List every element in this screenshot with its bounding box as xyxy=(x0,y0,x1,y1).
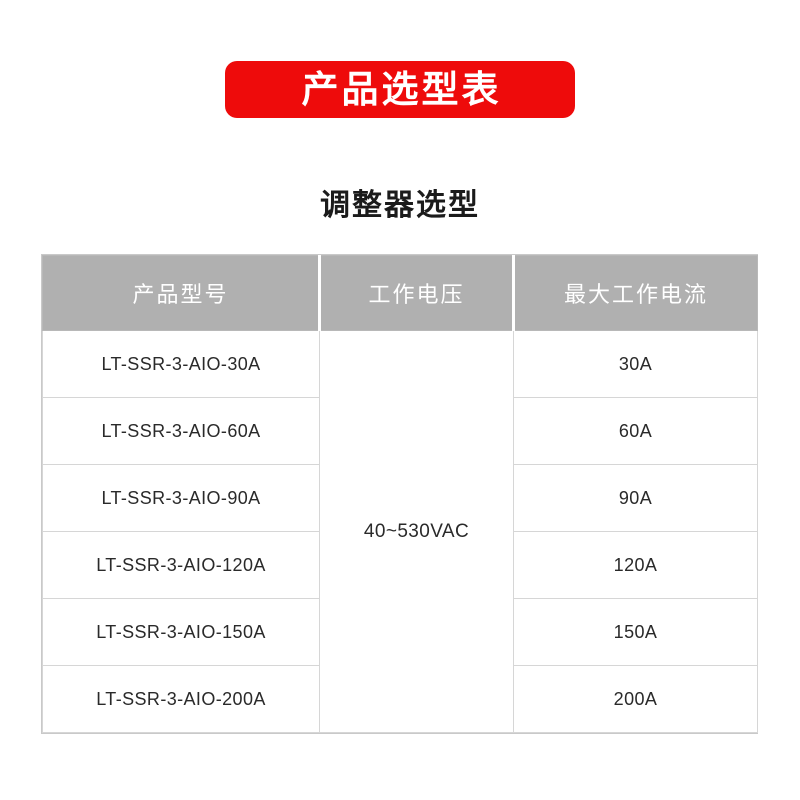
cell-current: 60A xyxy=(513,397,758,465)
table-row: LT-SSR-3-AIO-150A 150A xyxy=(42,598,758,666)
page-title-banner: 产品选型表 xyxy=(225,61,575,118)
table-row: LT-SSR-3-AIO-30A 40~530VAC 30A xyxy=(42,330,758,733)
cell-voltage-merged: 40~530VAC xyxy=(319,330,514,733)
cell-model: LT-SSR-3-AIO-30A xyxy=(42,330,320,398)
column-header-voltage: 工作电压 xyxy=(318,255,514,331)
cell-model: LT-SSR-3-AIO-60A xyxy=(42,397,320,465)
section-subtitle: 调整器选型 xyxy=(320,188,480,222)
cell-current: 200A xyxy=(513,665,758,733)
banner-container: 产品选型表 xyxy=(0,61,800,118)
cell-current: 30A xyxy=(513,330,758,398)
column-header-model: 产品型号 xyxy=(42,255,320,331)
cell-model: LT-SSR-3-AIO-120A xyxy=(42,531,320,599)
table-row: LT-SSR-3-AIO-200A 200A xyxy=(42,665,758,733)
spec-table: 产品型号 工作电压 最大工作电流 LT-SSR-3-AIO-30A 40~530… xyxy=(42,255,758,733)
table-row: LT-SSR-3-AIO-90A 90A xyxy=(42,464,758,532)
subtitle-container: 调整器选型 xyxy=(0,163,800,249)
page-title: 产品选型表 xyxy=(301,69,502,110)
cell-model: LT-SSR-3-AIO-150A xyxy=(42,598,320,666)
cell-current: 150A xyxy=(513,598,758,666)
table-header: 产品型号 工作电压 最大工作电流 xyxy=(42,255,758,331)
cell-model: LT-SSR-3-AIO-200A xyxy=(42,665,320,733)
table-header-row: 产品型号 工作电压 最大工作电流 xyxy=(42,255,758,331)
column-header-current: 最大工作电流 xyxy=(512,255,758,331)
table-body: LT-SSR-3-AIO-30A 40~530VAC 30A LT-SSR-3-… xyxy=(42,330,758,733)
table-row: LT-SSR-3-AIO-120A 120A xyxy=(42,531,758,599)
spec-table-container: 产品型号 工作电压 最大工作电流 LT-SSR-3-AIO-30A 40~530… xyxy=(42,255,758,733)
table-row: LT-SSR-3-AIO-60A 60A xyxy=(42,397,758,465)
cell-model: LT-SSR-3-AIO-90A xyxy=(42,464,320,532)
cell-current: 120A xyxy=(513,531,758,599)
cell-current: 90A xyxy=(513,464,758,532)
